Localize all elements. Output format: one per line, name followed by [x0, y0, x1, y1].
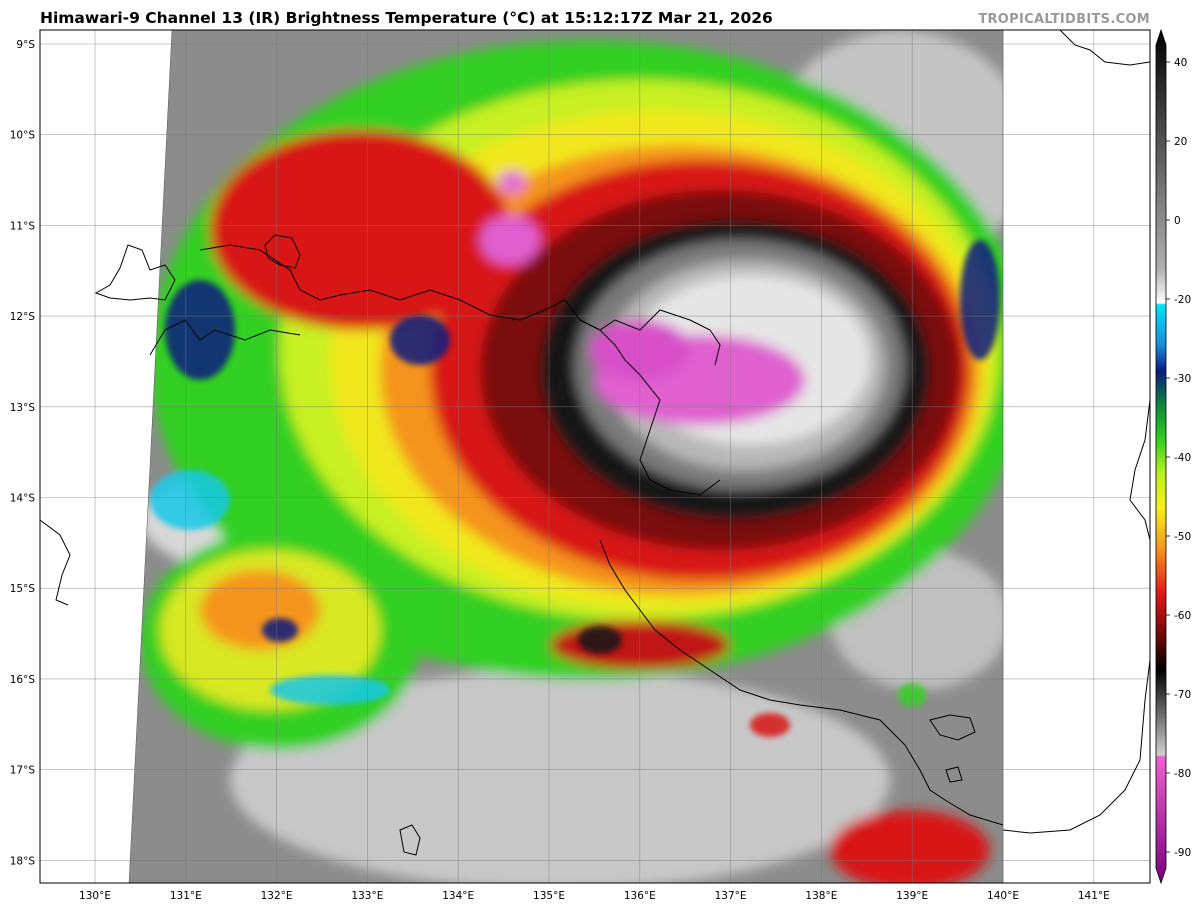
latitude-label: 13°S	[10, 402, 36, 414]
longitude-label: 138°E	[805, 890, 837, 902]
colorbar-label: -90	[1174, 847, 1191, 859]
colorbar-label: -30	[1174, 373, 1191, 385]
latitude-labels: 9°S 10°S 11°S 12°S 13°S 14°S 15°S 16°S 17°S 18°S	[10, 39, 36, 867]
latitude-label: 11°S	[10, 220, 36, 232]
colorbar-label: 40	[1174, 57, 1187, 69]
colorbar-gradient	[1155, 28, 1167, 885]
latitude-label: 9°S	[16, 39, 35, 51]
latitude-label: 14°S	[10, 493, 36, 505]
colorbar-label: -50	[1174, 531, 1191, 543]
satellite-imagery	[129, 30, 1003, 883]
latitude-label: 12°S	[10, 311, 36, 323]
longitude-label: 133°E	[351, 890, 383, 902]
longitude-label: 140°E	[987, 890, 1019, 902]
colorbar-label: -20	[1174, 294, 1191, 306]
colorbar-ticks: 40 20 0 -20 -30 -40 -50 -60 -70 -80 -90	[1166, 57, 1191, 859]
colorbar-label: -70	[1174, 689, 1191, 701]
credit-watermark: TROPICALTIDBITS.COM	[978, 12, 1150, 27]
colorbar-label: 20	[1174, 136, 1187, 148]
longitude-label: 137°E	[715, 890, 747, 902]
longitude-label: 134°E	[442, 890, 474, 902]
longitude-label: 132°E	[261, 890, 293, 902]
longitude-label: 130°E	[79, 890, 111, 902]
colorbar: 40 20 0 -20 -30 -40 -50 -60 -70 -80 -90	[1155, 28, 1191, 885]
colorbar-label: -80	[1174, 768, 1191, 780]
latitude-label: 18°S	[10, 855, 36, 867]
longitude-label: 139°E	[896, 890, 928, 902]
longitude-labels: 130°E 131°E 132°E 133°E 134°E 135°E 136°E 137°E…	[79, 890, 1110, 902]
map-title: Himawari-9 Channel 13 (IR) Brightness Te…	[40, 9, 773, 27]
latitude-label: 10°S	[10, 130, 36, 142]
coastlines	[40, 30, 1150, 856]
longitude-label: 131°E	[170, 890, 202, 902]
latitude-label: 15°S	[10, 583, 36, 595]
graticule	[40, 30, 1150, 883]
latitude-label: 16°S	[10, 674, 36, 686]
longitude-label: 141°E	[1078, 890, 1110, 902]
longitude-label: 135°E	[533, 890, 565, 902]
plot-frame	[39, 29, 1151, 884]
colorbar-label: -60	[1174, 610, 1191, 622]
colorbar-label: -40	[1174, 452, 1191, 464]
latitude-label: 17°S	[10, 765, 36, 777]
longitude-label: 136°E	[624, 890, 656, 902]
colorbar-label: 0	[1174, 215, 1181, 227]
